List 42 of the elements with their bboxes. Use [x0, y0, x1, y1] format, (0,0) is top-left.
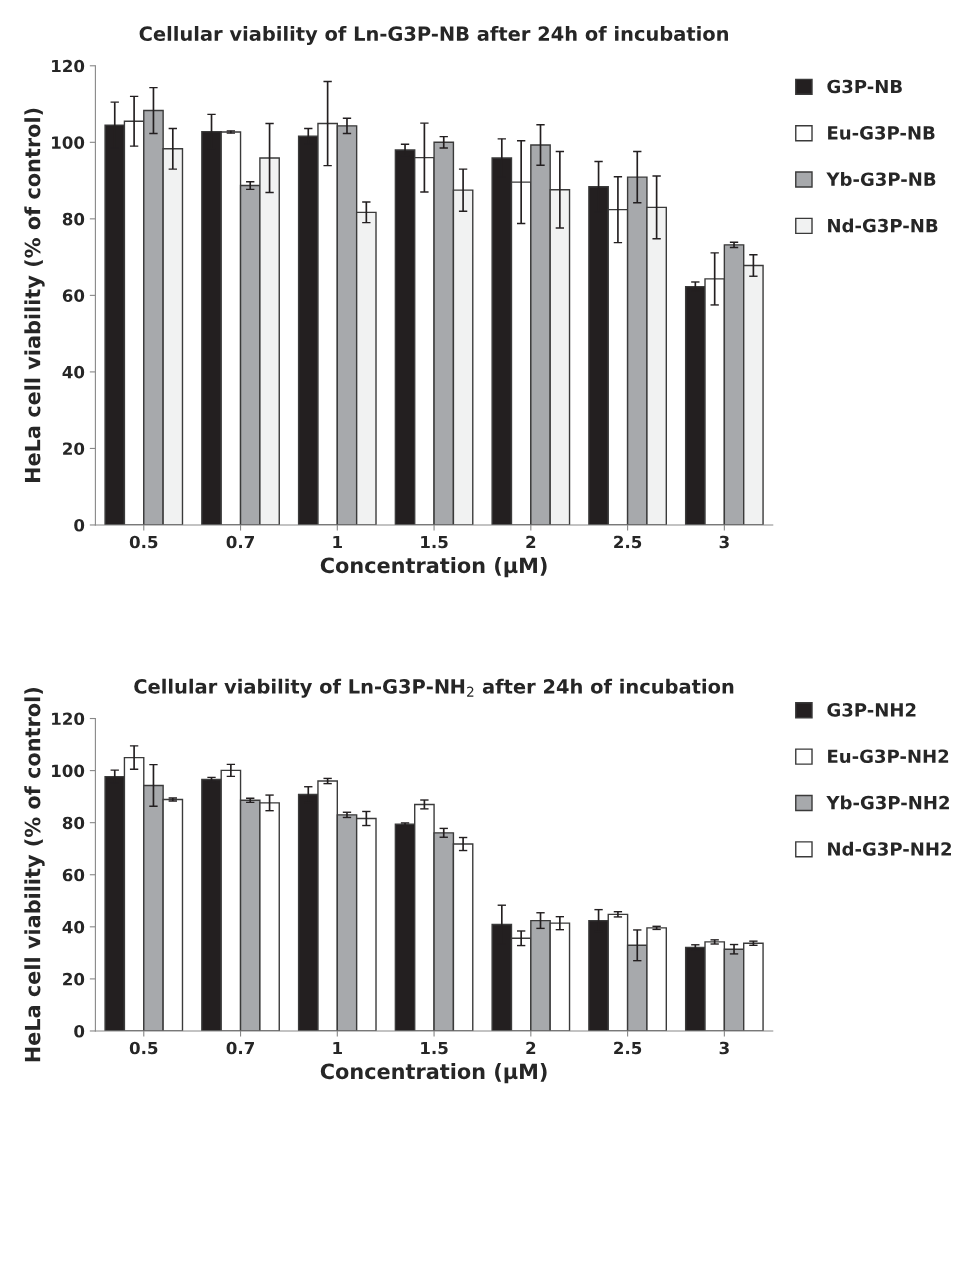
y-tick-label: 100 [52, 136, 85, 149]
x-tick-label: 2 [526, 535, 536, 549]
y-tick-label: 120 [52, 59, 85, 73]
y-tick-label: 40 [62, 365, 85, 379]
legend-label: Eu-G3P-NB [828, 126, 935, 140]
x-tick-label: 3 [719, 1041, 729, 1055]
y-tick-label: 80 [62, 816, 85, 830]
y-tick-label: 20 [63, 972, 85, 986]
legend-label: Nd-G3P-NB [828, 218, 938, 233]
x-axis-title: Concentration (µM) [320, 557, 547, 578]
x-tick-label: 1 [333, 1041, 342, 1055]
y-tick-label: 60 [62, 868, 85, 882]
y-tick-label: 20 [63, 442, 85, 456]
x-tick-label: 2 [526, 1041, 536, 1055]
x-tick-label: 3 [719, 535, 729, 549]
x-tick-label: 0.7 [226, 1041, 254, 1055]
y-tick-label: 0 [74, 518, 85, 532]
y-tick-label: 60 [62, 289, 85, 302]
chart-title: Cellular viability of Ln-G3P-NB after 24h of incubation [139, 26, 728, 45]
x-tick-label: 1.5 [421, 535, 448, 549]
legend-label: G3P-NH2 [827, 703, 916, 717]
x-tick-label: 0.5 [129, 535, 158, 549]
y-axis-title: HeLa cell viability (% of control) [24, 688, 45, 1062]
y-tick-label: 120 [52, 712, 85, 726]
legend-label: Yb-G3P-NB [826, 172, 936, 187]
x-tick-label: 1.5 [421, 1041, 448, 1055]
legend-label: G3P-NB [827, 79, 902, 94]
legend-label: Nd-G3P-NH2 [828, 841, 951, 856]
x-tick-label: 0.5 [129, 1041, 158, 1055]
y-tick-label: 0 [74, 1024, 85, 1038]
y-axis-title: HeLa cell viability (% of control) [24, 108, 45, 482]
legend-label: Yb-G3P-NH2 [826, 795, 949, 810]
chart-title: Cellular viability of Ln-G3P-NH$_{2}$ after 24h of incubation [134, 678, 734, 698]
y-tick-label: 40 [62, 920, 85, 934]
x-tick-label: 2.5 [614, 1041, 642, 1055]
x-tick-label: 0.7 [226, 535, 254, 549]
x-axis-title: Concentration (µM) [320, 1063, 547, 1084]
x-tick-label: 1 [333, 535, 342, 549]
y-tick-label: 80 [62, 212, 85, 226]
x-tick-label: 2.5 [614, 535, 642, 549]
y-tick-label: 100 [52, 764, 85, 778]
legend-label: Eu-G3P-NH2 [828, 749, 949, 764]
